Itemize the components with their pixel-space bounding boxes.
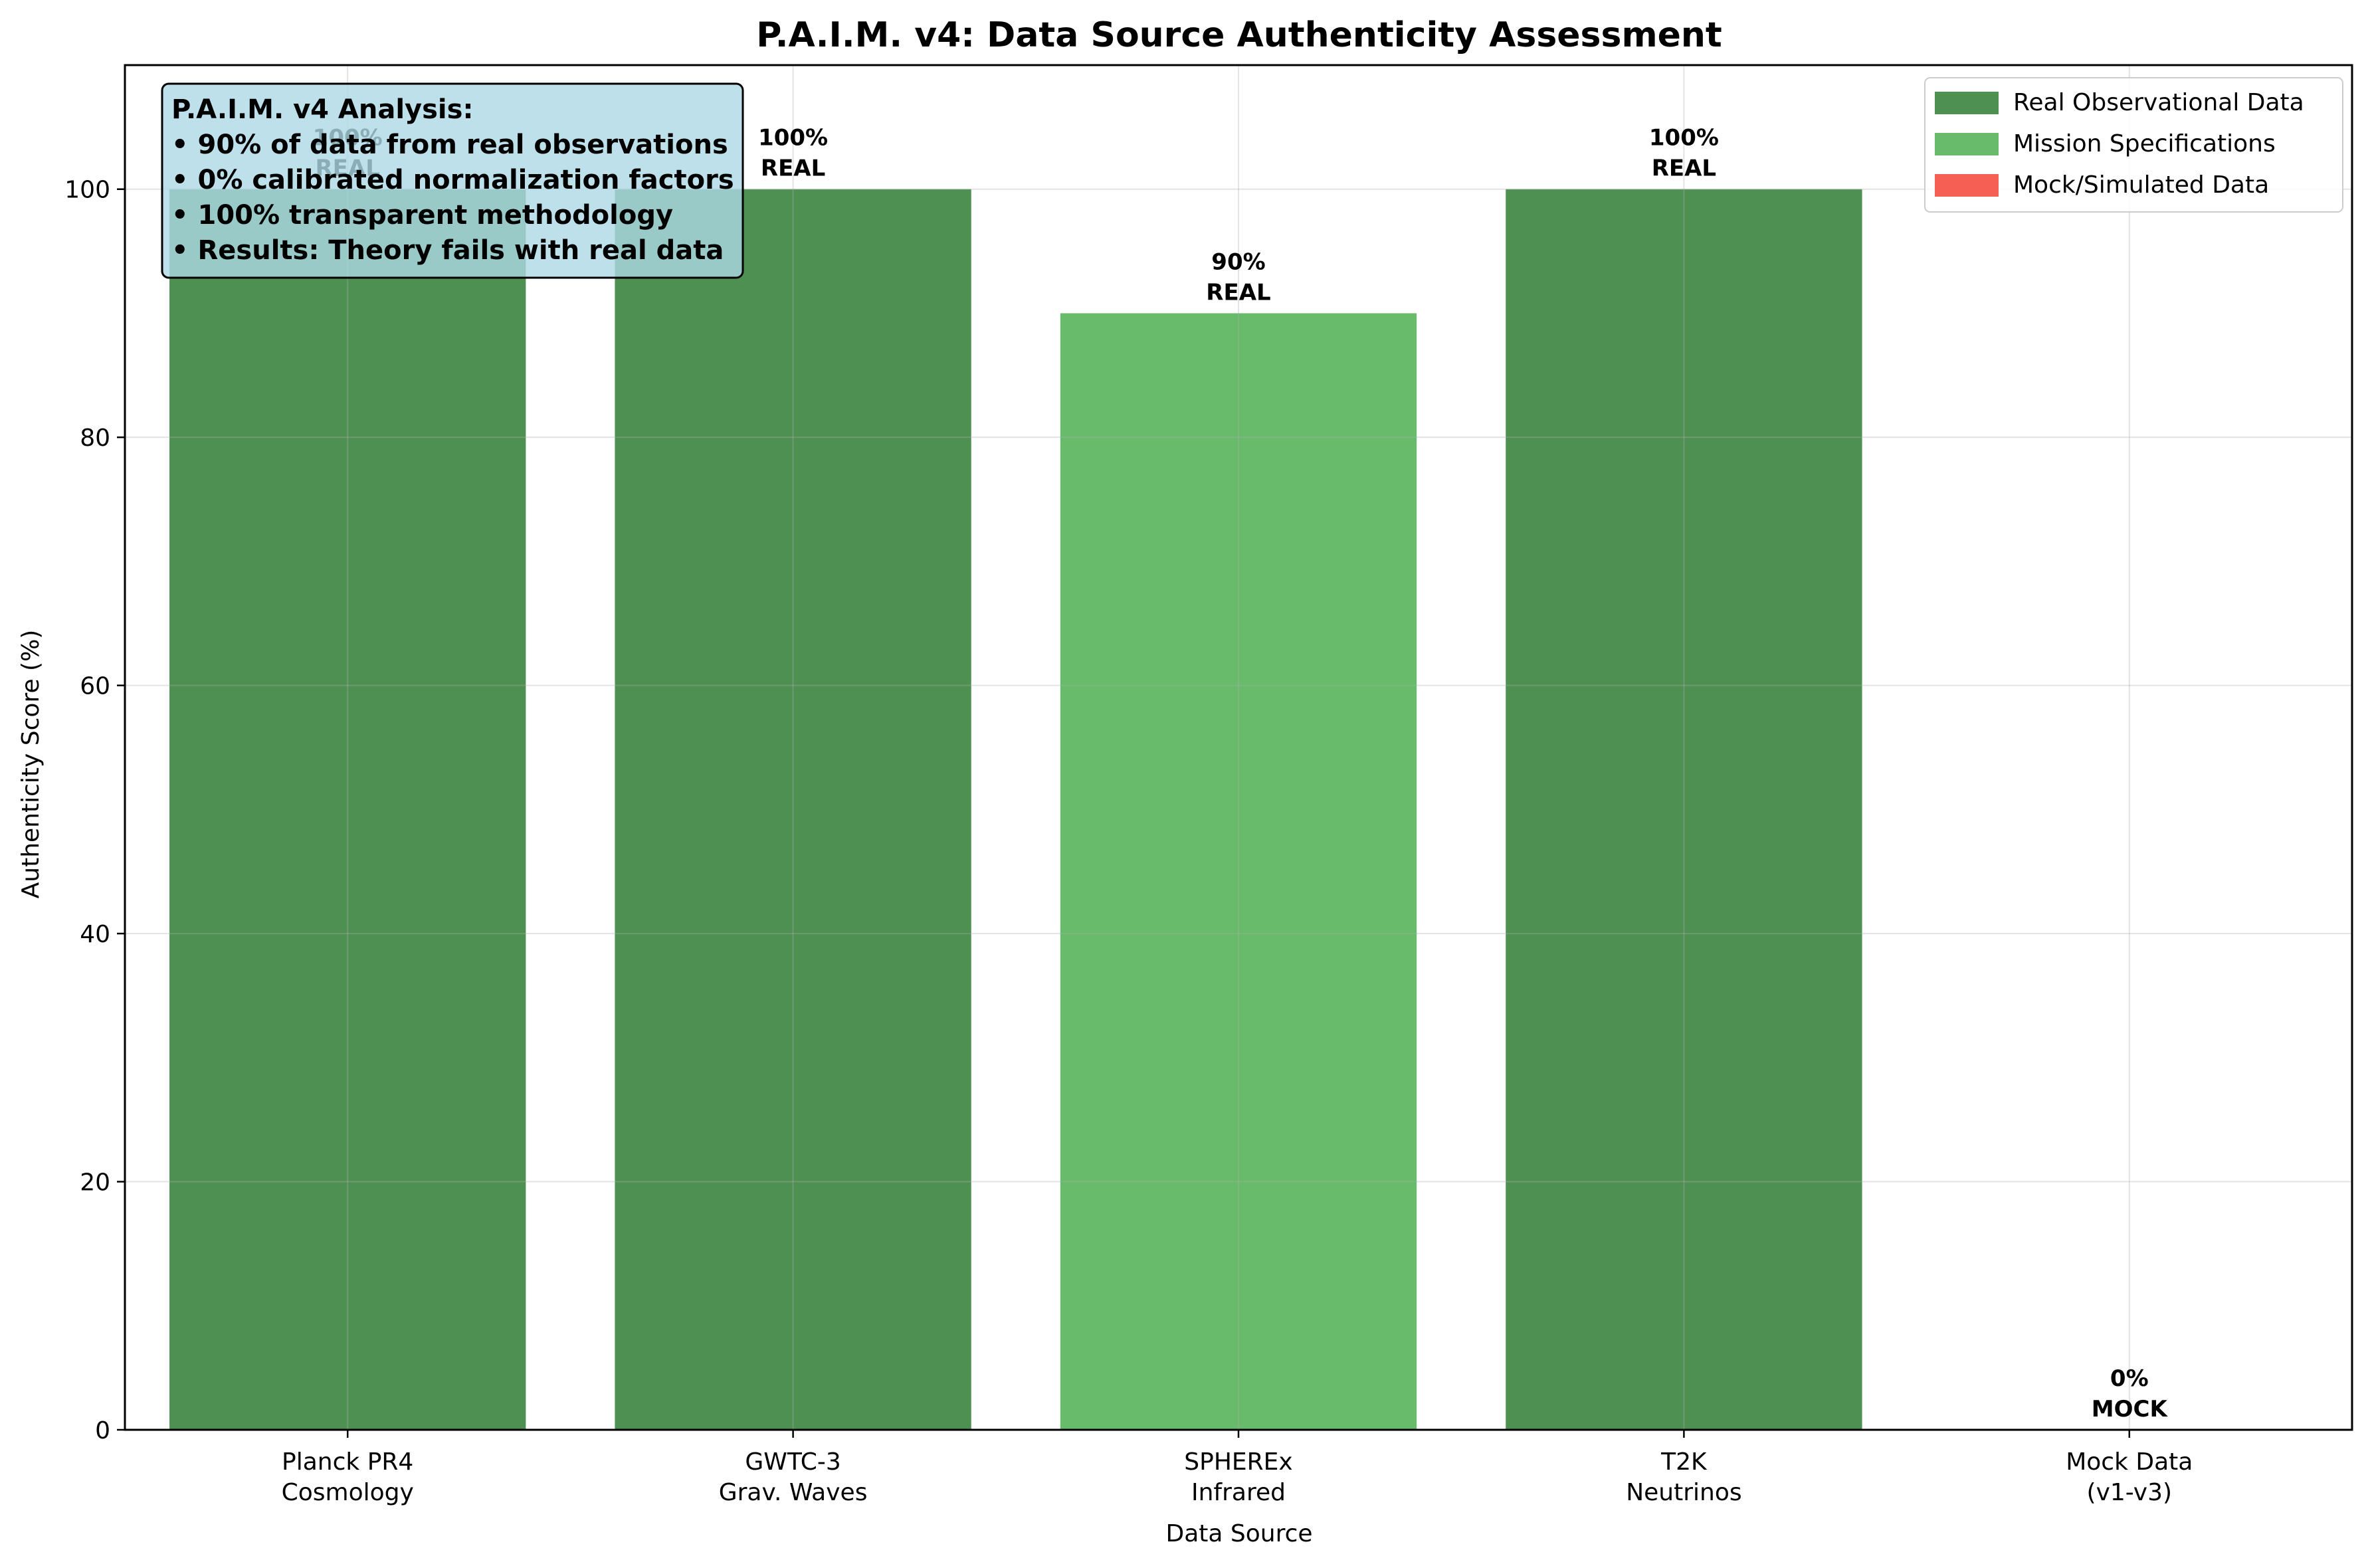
legend-swatch-1	[1935, 133, 1999, 155]
x-axis-label: Data Source	[1165, 1520, 1312, 1547]
bar-label-line: 90%	[1211, 248, 1265, 275]
x-tick-label-line: T2K	[1660, 1448, 1708, 1476]
y-tick-label: 80	[80, 425, 110, 452]
bar-label-line: REAL	[1652, 155, 1716, 182]
bar-1	[615, 189, 971, 1430]
y-tick-label: 20	[80, 1169, 110, 1197]
x-tick-label-line: SPHEREx	[1184, 1448, 1292, 1476]
x-tick-label-line: Cosmology	[282, 1479, 414, 1506]
x-tick-label-line: Grav. Waves	[719, 1479, 868, 1506]
legend-swatch-2	[1935, 174, 1999, 197]
legend: Real Observational Data Mission Specifica…	[1924, 77, 2343, 213]
bar-label-4: 0% MOCK	[2092, 1365, 2169, 1422]
x-tick-label-line: (v1-v3)	[2087, 1479, 2173, 1506]
annotation-line-1: • 90% of data from real observations	[171, 130, 728, 160]
legend-label-2: Mock/Simulated Data	[2013, 171, 2269, 199]
x-tick-label-line: Infrared	[1191, 1479, 1286, 1506]
bars	[169, 189, 1862, 1430]
bar-label-1: 100% REAL	[758, 125, 828, 182]
annotation-line-3: • 100% transparent methodology	[171, 200, 673, 231]
x-tick-label-line: GWTC-3	[745, 1448, 840, 1476]
bar-2	[1060, 313, 1417, 1430]
legend-label-0: Real Observational Data	[2013, 89, 2304, 116]
y-tick-label: 60	[80, 673, 110, 700]
x-tick-label: T2K Neutrinos	[1626, 1448, 1741, 1506]
bar-label-line: REAL	[1206, 279, 1270, 306]
legend-frame	[1924, 77, 2343, 213]
legend-label-1: Mission Specifications	[2013, 130, 2276, 157]
x-ticks: Planck PR4 Cosmology GWTC-3 Grav. Waves SPHE…	[282, 1430, 2193, 1506]
annotation-line-0: P.A.I.M. v4 Analysis:	[171, 94, 473, 125]
x-tick-label-line: Neutrinos	[1626, 1479, 1741, 1506]
x-tick-label: Planck PR4 Cosmology	[282, 1448, 414, 1506]
bar-label-2: 90% REAL	[1206, 248, 1270, 306]
bar-label-line: 100%	[758, 125, 828, 151]
x-tick-label-line: Planck PR4	[282, 1448, 413, 1476]
x-tick-label-line: Mock Data	[2066, 1448, 2193, 1476]
bar-3	[1506, 189, 1862, 1430]
y-tick-label: 0	[95, 1417, 110, 1444]
annotation-box: P.A.I.M. v4 Analysis: • 90% of data from …	[161, 82, 744, 279]
y-tick-label: 40	[80, 921, 110, 948]
bar-label-line: 100%	[1649, 125, 1719, 151]
x-tick-label: Mock Data (v1-v3)	[2066, 1448, 2193, 1506]
annotation-background	[161, 82, 744, 279]
bar-label-line: REAL	[761, 155, 825, 182]
bar-label-line: MOCK	[2092, 1396, 2169, 1422]
annotation-line-2: • 0% calibrated normalization factors	[171, 165, 734, 195]
bar-0	[169, 189, 526, 1430]
chart-title: P.A.I.M. v4: Data Source Authenticity As…	[756, 15, 1722, 55]
y-tick-label: 100	[64, 177, 110, 204]
x-tick-label: GWTC-3 Grav. Waves	[719, 1448, 868, 1506]
legend-swatch-0	[1935, 92, 1999, 114]
annotation-line-4: • Results: Theory fails with real data	[171, 235, 724, 266]
y-axis-label: Authenticity Score (%)	[17, 630, 45, 899]
x-tick-label: SPHEREx Infrared	[1184, 1448, 1292, 1506]
bar-label-3: 100% REAL	[1649, 125, 1719, 182]
y-ticks: 0 20 40 60 80 100	[64, 177, 125, 1444]
bar-label-line: 0%	[2110, 1365, 2149, 1392]
